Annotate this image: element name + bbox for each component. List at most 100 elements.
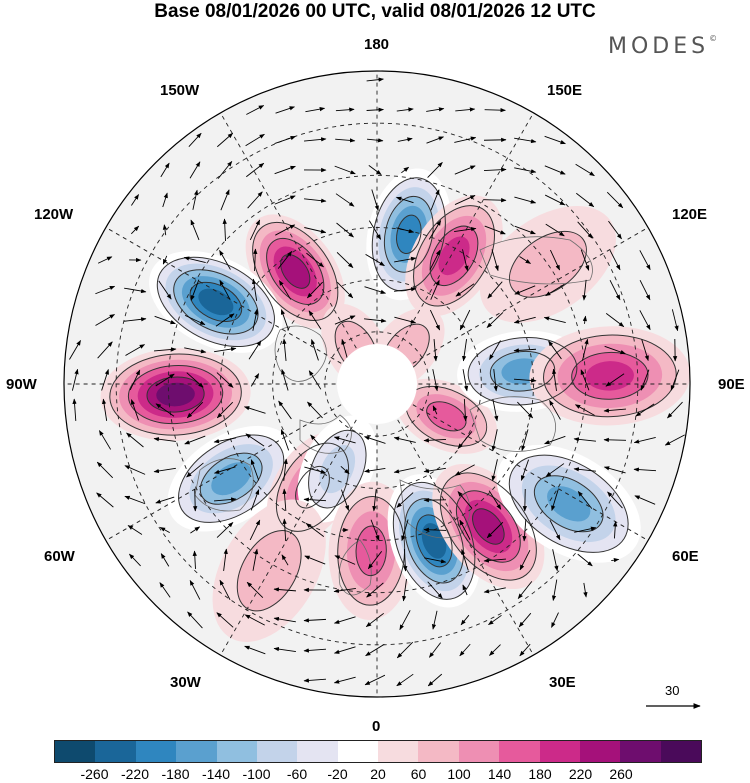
height-contour [489, 350, 556, 392]
wind-arrow [214, 346, 237, 353]
wind-arrow [423, 467, 446, 474]
wind-arrow [252, 308, 259, 331]
wind-arrow [303, 678, 327, 683]
wind-arrow [159, 526, 170, 534]
height-contour [392, 481, 476, 600]
wind-arrow [275, 106, 295, 114]
anomaly-level [319, 445, 356, 494]
meridian-line [385, 112, 534, 370]
colorbar-bin [297, 741, 338, 762]
wind-arrow [306, 252, 325, 268]
wind-arrow [603, 408, 626, 413]
wind-arrow [520, 459, 530, 481]
wind-arrow [247, 191, 263, 209]
latitude-circle [272, 279, 482, 489]
wind-arrow [397, 137, 413, 142]
colorbar-bin [55, 741, 96, 762]
wind-arrow [223, 548, 228, 571]
wind-arrow [459, 309, 471, 331]
wind-arrow [282, 488, 287, 512]
wind-arrow [249, 219, 261, 241]
wind-arrow [153, 437, 176, 442]
modes-logo: MODES© [608, 33, 718, 59]
wind-arrow [580, 249, 590, 271]
wind-arrow [455, 107, 476, 112]
wind-arrow [396, 641, 414, 659]
height-contour [455, 490, 521, 563]
wind-arrow [491, 459, 498, 482]
wind-arrow [454, 165, 476, 175]
wind-arrow [545, 223, 565, 237]
wind-arrow [183, 256, 206, 263]
wind-arrow [97, 341, 113, 359]
colorbar-bin [337, 741, 378, 762]
wind-arrow [333, 588, 356, 593]
wind-arrow [244, 645, 266, 655]
colorbar-tick-label: 220 [568, 766, 593, 782]
wind-arrow [428, 220, 442, 240]
wind-arrow [336, 222, 354, 238]
wind-arrow [426, 107, 445, 112]
wind-arrow [101, 398, 108, 421]
wind-arrow [491, 249, 499, 272]
anomaly-level [585, 361, 634, 391]
colorbar-tick-label: 260 [609, 766, 633, 782]
wind-arrow [249, 519, 261, 541]
wind-arrow [304, 466, 327, 474]
colorbar-tick-label: 140 [487, 766, 512, 782]
wind-arrow [250, 459, 260, 481]
wind-arrow [364, 436, 386, 444]
wind-arrow [367, 550, 383, 570]
wind-arrow [253, 248, 258, 272]
wind-arrow [280, 309, 290, 331]
wind-arrow [365, 253, 385, 267]
wind-arrow [303, 648, 327, 653]
anomaly-level [438, 236, 470, 276]
wind-arrow [184, 347, 207, 354]
wind-arrow [72, 398, 77, 422]
wind-arrow [192, 189, 199, 210]
contour-lines [109, 177, 677, 612]
wind-arrow [216, 401, 234, 419]
height-contour [295, 465, 330, 509]
wind-arrow [246, 105, 265, 115]
wind-arrow [124, 495, 146, 505]
wind-arrow [370, 519, 380, 541]
anomaly-level [280, 254, 310, 289]
wind-arrow [513, 378, 537, 383]
colorbar-bin [539, 741, 580, 762]
wind-arrow [401, 519, 409, 542]
wind-arrow [545, 283, 565, 297]
anomaly-level [198, 288, 234, 316]
wind-arrow [126, 432, 144, 448]
wind-arrow [304, 555, 326, 565]
wind-arrow [426, 136, 445, 144]
wind-arrow [245, 133, 265, 147]
wind-arrow [365, 643, 385, 657]
wind-arrow [336, 281, 354, 299]
wind-arrow [364, 286, 387, 294]
map-boundary [63, 70, 691, 698]
colorbar-tick-label: 20 [370, 766, 386, 782]
wind-arrow [544, 194, 566, 206]
height-contour [404, 498, 464, 584]
wind-arrow [160, 162, 170, 178]
wind-arrow [633, 436, 656, 444]
wind-arrow [217, 132, 234, 148]
height-contour [266, 238, 325, 305]
wind-arrow [274, 135, 296, 144]
wind-arrow [484, 225, 506, 235]
wind-arrow [486, 521, 504, 539]
wind-arrow [219, 249, 231, 270]
height-contour [127, 365, 224, 425]
wind-arrow [189, 161, 201, 179]
wind-arrow [282, 338, 287, 361]
wind-arrow [463, 398, 468, 422]
wind-arrow [244, 614, 265, 626]
wind-arrow [219, 579, 231, 600]
wind-arrow [513, 348, 537, 353]
lon-label-120w: 120W [34, 206, 74, 223]
wind-arrow [551, 579, 558, 601]
wind-arrow [336, 252, 354, 269]
